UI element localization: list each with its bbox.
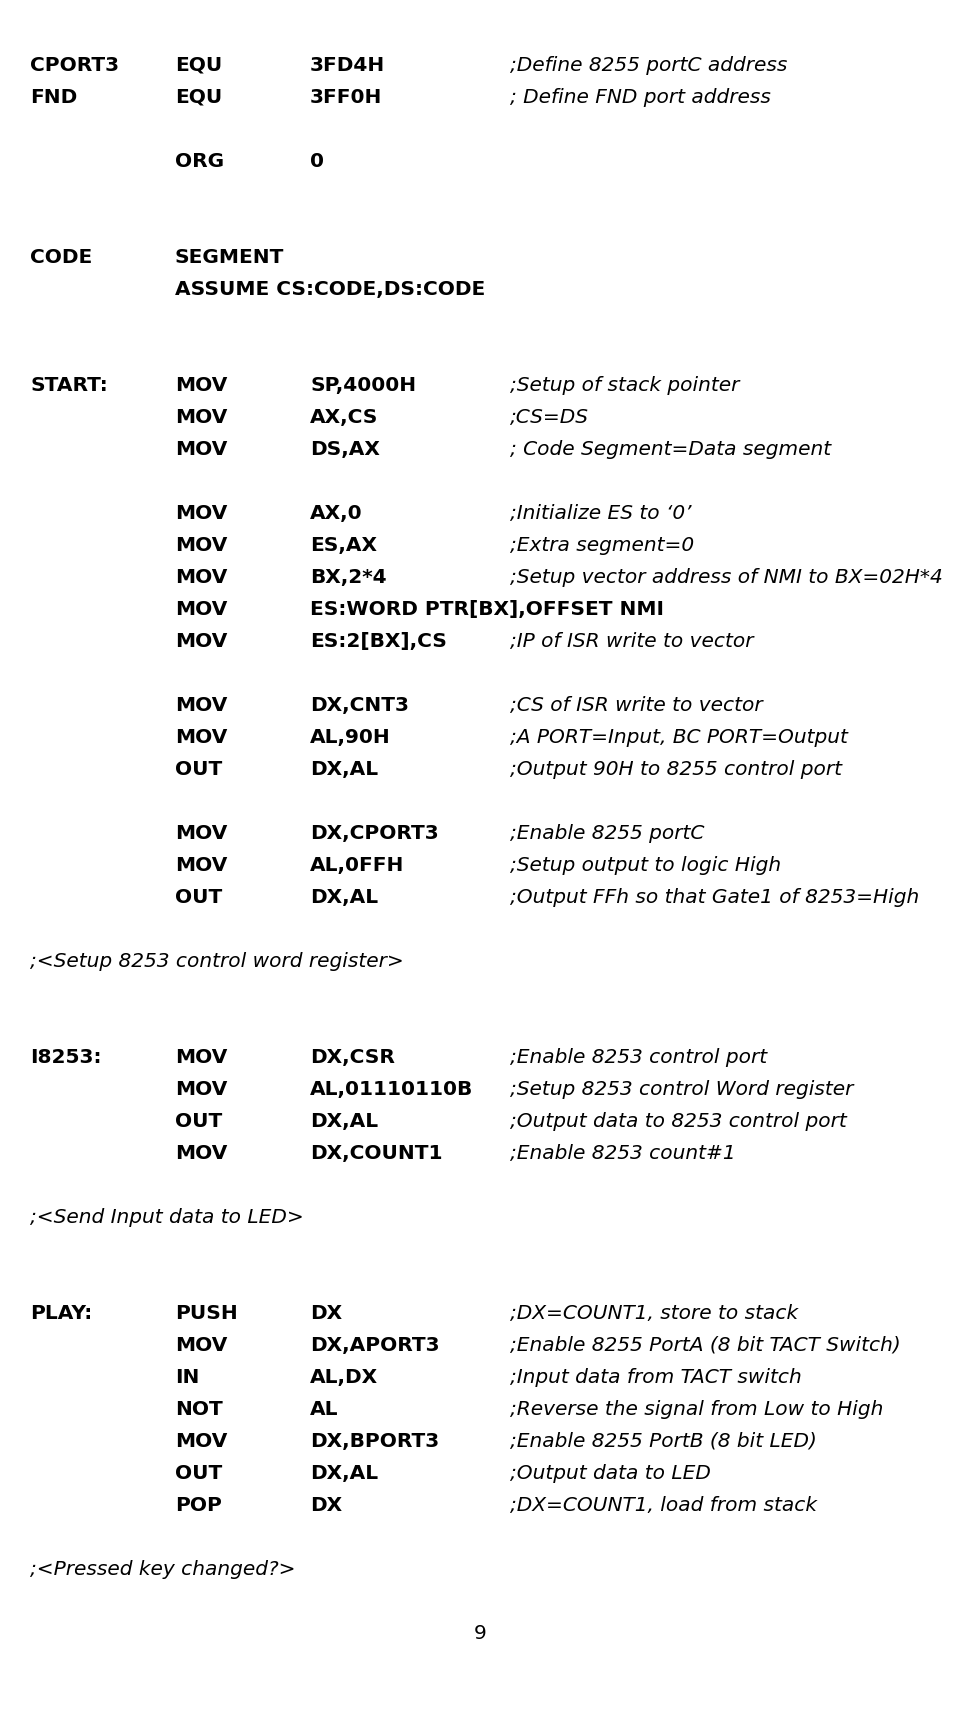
Text: FND: FND — [30, 88, 77, 107]
Text: OUT: OUT — [175, 888, 223, 907]
Text: DX,AL: DX,AL — [310, 759, 378, 778]
Text: DX,CPORT3: DX,CPORT3 — [310, 823, 439, 842]
Text: EQU: EQU — [175, 88, 223, 107]
Text: ;<Setup 8253 control word register>: ;<Setup 8253 control word register> — [30, 952, 404, 971]
Text: OUT: OUT — [175, 759, 223, 778]
Text: DX: DX — [310, 1496, 342, 1515]
Text: ;Enable 8255 PortA (8 bit TACT Switch): ;Enable 8255 PortA (8 bit TACT Switch) — [510, 1335, 900, 1354]
Text: MOV: MOV — [175, 728, 228, 747]
Text: ;Setup vector address of NMI to BX=02H*4: ;Setup vector address of NMI to BX=02H*4 — [510, 567, 943, 586]
Text: AL: AL — [310, 1400, 339, 1419]
Text: ;<Send Input data to LED>: ;<Send Input data to LED> — [30, 1208, 303, 1227]
Text: ;Initialize ES to ‘0’: ;Initialize ES to ‘0’ — [510, 503, 691, 522]
Text: ;DX=COUNT1, store to stack: ;DX=COUNT1, store to stack — [510, 1304, 798, 1323]
Text: AL,90H: AL,90H — [310, 728, 391, 747]
Text: ES:2[BX],CS: ES:2[BX],CS — [310, 632, 446, 651]
Text: I8253:: I8253: — [30, 1048, 102, 1067]
Text: MOV: MOV — [175, 1431, 228, 1450]
Text: CPORT3: CPORT3 — [30, 55, 119, 74]
Text: ;Enable 8253 control port: ;Enable 8253 control port — [510, 1048, 767, 1067]
Text: AX,0: AX,0 — [310, 503, 363, 522]
Text: MOV: MOV — [175, 1048, 228, 1067]
Text: AL,01110110B: AL,01110110B — [310, 1079, 473, 1098]
Text: MOV: MOV — [175, 376, 228, 395]
Text: ;Setup output to logic High: ;Setup output to logic High — [510, 856, 781, 874]
Text: ;Output data to 8253 control port: ;Output data to 8253 control port — [510, 1112, 847, 1130]
Text: ;Enable 8253 count#1: ;Enable 8253 count#1 — [510, 1144, 735, 1163]
Text: AL,0FFH: AL,0FFH — [310, 856, 404, 874]
Text: 3FD4H: 3FD4H — [310, 55, 385, 74]
Text: ASSUME CS:CODE,DS:CODE: ASSUME CS:CODE,DS:CODE — [175, 280, 485, 299]
Text: DS,AX: DS,AX — [310, 440, 380, 459]
Text: DX: DX — [310, 1304, 342, 1323]
Text: 3FF0H: 3FF0H — [310, 88, 382, 107]
Text: ;Enable 8255 portC: ;Enable 8255 portC — [510, 823, 705, 842]
Text: DX,AL: DX,AL — [310, 1112, 378, 1130]
Text: ; Code Segment=Data segment: ; Code Segment=Data segment — [510, 440, 831, 459]
Text: ;Input data from TACT switch: ;Input data from TACT switch — [510, 1368, 802, 1386]
Text: ;Output FFh so that Gate1 of 8253=High: ;Output FFh so that Gate1 of 8253=High — [510, 888, 920, 907]
Text: ;IP of ISR write to vector: ;IP of ISR write to vector — [510, 632, 754, 651]
Text: OUT: OUT — [175, 1112, 223, 1130]
Text: DX,AL: DX,AL — [310, 1464, 378, 1483]
Text: DX,CSR: DX,CSR — [310, 1048, 395, 1067]
Text: DX,AL: DX,AL — [310, 888, 378, 907]
Text: ;Setup of stack pointer: ;Setup of stack pointer — [510, 376, 739, 395]
Text: 9: 9 — [473, 1624, 487, 1642]
Text: ; Define FND port address: ; Define FND port address — [510, 88, 771, 107]
Text: MOV: MOV — [175, 440, 228, 459]
Text: SEGMENT: SEGMENT — [175, 247, 284, 266]
Text: PLAY:: PLAY: — [30, 1304, 92, 1323]
Text: IN: IN — [175, 1368, 200, 1386]
Text: OUT: OUT — [175, 1464, 223, 1483]
Text: MOV: MOV — [175, 1335, 228, 1354]
Text: DX,CNT3: DX,CNT3 — [310, 696, 409, 715]
Text: AL,DX: AL,DX — [310, 1368, 378, 1386]
Text: MOV: MOV — [175, 536, 228, 555]
Text: ;Output data to LED: ;Output data to LED — [510, 1464, 710, 1483]
Text: ;DX=COUNT1, load from stack: ;DX=COUNT1, load from stack — [510, 1496, 817, 1515]
Text: ;Extra segment=0: ;Extra segment=0 — [510, 536, 694, 555]
Text: MOV: MOV — [175, 503, 228, 522]
Text: MOV: MOV — [175, 696, 228, 715]
Text: ;A PORT=Input, BC PORT=Output: ;A PORT=Input, BC PORT=Output — [510, 728, 848, 747]
Text: MOV: MOV — [175, 407, 228, 426]
Text: MOV: MOV — [175, 600, 228, 618]
Text: MOV: MOV — [175, 823, 228, 842]
Text: EQU: EQU — [175, 55, 223, 74]
Text: CODE: CODE — [30, 247, 92, 266]
Text: SP,4000H: SP,4000H — [310, 376, 416, 395]
Text: ES:WORD PTR[BX],OFFSET NMI: ES:WORD PTR[BX],OFFSET NMI — [310, 600, 664, 618]
Text: DX,COUNT1: DX,COUNT1 — [310, 1144, 443, 1163]
Text: AX,CS: AX,CS — [310, 407, 378, 426]
Text: POP: POP — [175, 1496, 222, 1515]
Text: 0: 0 — [310, 151, 324, 170]
Text: ;<Pressed key changed?>: ;<Pressed key changed?> — [30, 1560, 296, 1579]
Text: ;Output 90H to 8255 control port: ;Output 90H to 8255 control port — [510, 759, 842, 778]
Text: START:: START: — [30, 376, 108, 395]
Text: MOV: MOV — [175, 1144, 228, 1163]
Text: ES,AX: ES,AX — [310, 536, 377, 555]
Text: ;CS=DS: ;CS=DS — [510, 407, 589, 426]
Text: ;Setup 8253 control Word register: ;Setup 8253 control Word register — [510, 1079, 853, 1098]
Text: ;Define 8255 portC address: ;Define 8255 portC address — [510, 55, 787, 74]
Text: ORG: ORG — [175, 151, 224, 170]
Text: ;Enable 8255 PortB (8 bit LED): ;Enable 8255 PortB (8 bit LED) — [510, 1431, 817, 1450]
Text: PUSH: PUSH — [175, 1304, 238, 1323]
Text: NOT: NOT — [175, 1400, 223, 1419]
Text: DX,APORT3: DX,APORT3 — [310, 1335, 440, 1354]
Text: ;Reverse the signal from Low to High: ;Reverse the signal from Low to High — [510, 1400, 883, 1419]
Text: BX,2*4: BX,2*4 — [310, 567, 387, 586]
Text: DX,BPORT3: DX,BPORT3 — [310, 1431, 440, 1450]
Text: ;CS of ISR write to vector: ;CS of ISR write to vector — [510, 696, 762, 715]
Text: MOV: MOV — [175, 632, 228, 651]
Text: MOV: MOV — [175, 1079, 228, 1098]
Text: MOV: MOV — [175, 567, 228, 586]
Text: MOV: MOV — [175, 856, 228, 874]
